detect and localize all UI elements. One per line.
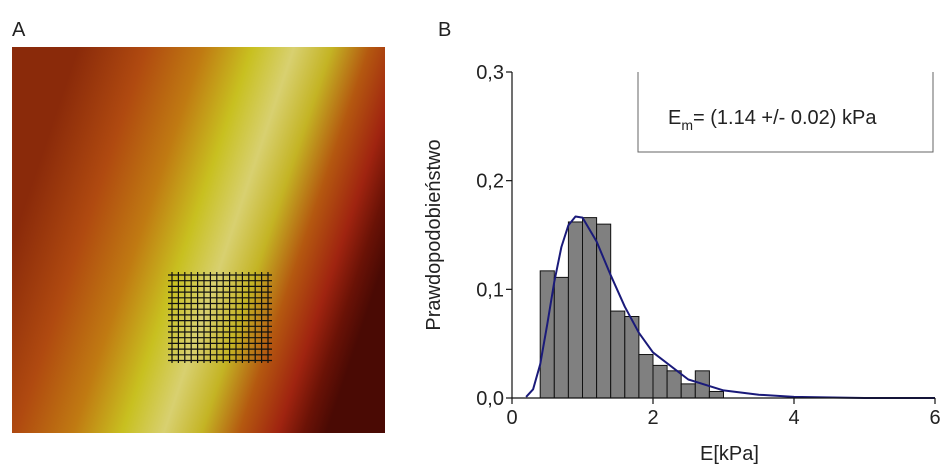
- x-tick-label: 0: [506, 407, 517, 429]
- x-tick-label: 2: [647, 407, 658, 429]
- annotation-sub: m: [681, 117, 693, 133]
- fit-curve: [525, 215, 935, 399]
- x-axis-label: E[kPa]: [700, 443, 759, 464]
- afm-image: [12, 47, 385, 433]
- bar: [582, 217, 598, 399]
- y-tick-label: 0,2: [476, 171, 504, 193]
- bar: [708, 390, 725, 399]
- bar: [596, 223, 612, 399]
- bar: [567, 221, 584, 399]
- y-axis-label: Prawdopodobieństwo: [423, 139, 445, 330]
- bar: [666, 370, 682, 399]
- x-tick-label: 4: [788, 407, 799, 429]
- bar: [553, 276, 569, 399]
- panel-label: B: [438, 19, 451, 41]
- y-tick-label: 0,3: [476, 62, 504, 84]
- measurement-grid: [168, 272, 272, 363]
- annotation-rest: = (1.14 +/- 0.02) kPa: [693, 107, 877, 129]
- bar: [638, 354, 654, 399]
- histogram-plot: 0,0 0,1 0,2 0,3 0 2 4 6 E[kPa] Prawdopodobieństwo…: [423, 62, 940, 465]
- annotation-main: E: [668, 107, 681, 129]
- bar: [610, 310, 626, 399]
- y-tick-label: 0,0: [476, 388, 504, 410]
- annotation-box: [637, 72, 934, 153]
- panel-label: A: [12, 19, 26, 41]
- bar: [652, 364, 668, 399]
- bar: [680, 383, 696, 399]
- y-tick-label: 0,1: [476, 279, 504, 301]
- x-tick-label: 6: [929, 407, 940, 429]
- annotation: Em= (1.14 +/- 0.02) kPa: [668, 107, 877, 133]
